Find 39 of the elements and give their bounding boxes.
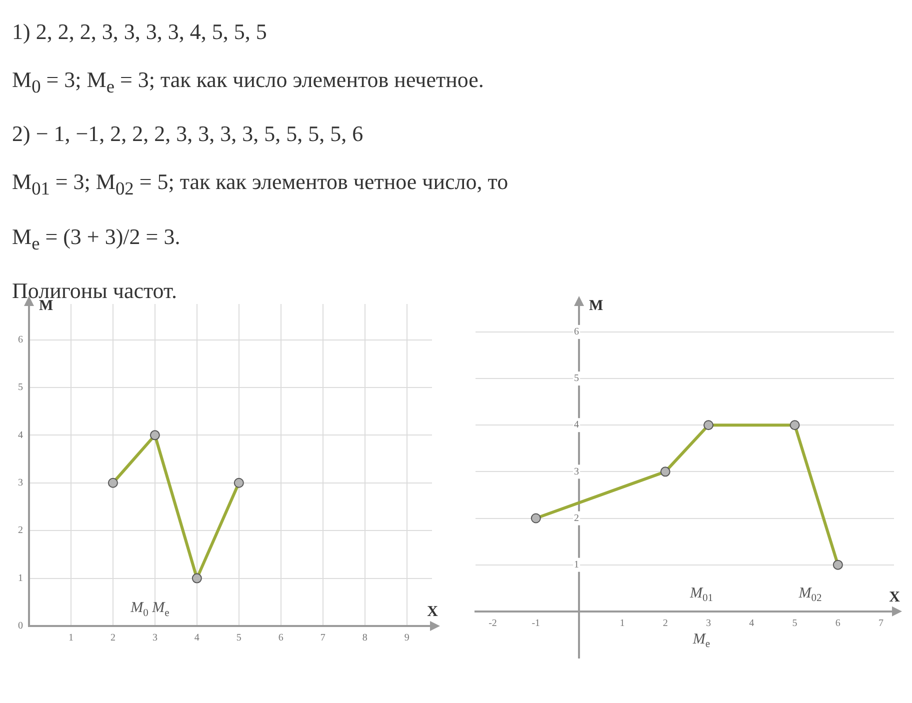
- x-tick-label: 7: [320, 632, 326, 644]
- y-tick-label: 1: [574, 559, 580, 570]
- x-tick-label: -2: [488, 618, 497, 630]
- y-tick-label: 6: [18, 334, 23, 346]
- x-tick-label: 4: [749, 618, 754, 630]
- y-tick-label: 6: [574, 326, 580, 338]
- x-tick-label: 5: [792, 618, 798, 630]
- x-tick-label: 6: [835, 618, 840, 630]
- x-axis-title: X: [889, 589, 900, 606]
- text: 2) − 1, −1, 2, 2, 2, 3, 3, 3, 3, 5, 5, 5, 5, 6: [12, 120, 364, 148]
- x-tick-label: 5: [236, 632, 242, 644]
- x-tick-label: 3: [706, 618, 711, 630]
- y-tick-label: 3: [18, 478, 23, 489]
- y-tick-label: 2: [574, 512, 580, 524]
- x-tick-label: 4: [194, 632, 200, 644]
- x-axis-title: X: [427, 604, 438, 620]
- text: 1) 2, 2, 2, 3, 3, 3, 3, 4, 5, 5, 5: [12, 18, 268, 46]
- x-tick-label: 7: [878, 618, 884, 630]
- x-tick-label: 1: [68, 632, 74, 644]
- x-tick-label: 6: [278, 632, 284, 644]
- x-tick-label: 1: [620, 618, 625, 630]
- y-axis-title: M: [589, 298, 604, 314]
- y-tick-label: 3: [574, 466, 580, 478]
- x-tick-label: 2: [110, 632, 116, 644]
- x-tick-label: -1: [532, 618, 540, 630]
- y-tick-label: 1: [18, 572, 23, 584]
- y-tick-label: 2: [18, 525, 23, 536]
- y-tick-label: 0: [18, 620, 23, 632]
- x-tick-label: 9: [404, 632, 410, 644]
- y-tick-label: 4: [18, 430, 23, 441]
- text: M$_{0}$ = 3; M$_{e}$ = 3; так как число элементов нечетное.: [12, 66, 485, 98]
- y-tick-label: 5: [18, 382, 23, 394]
- x-tick-label: 2: [662, 618, 668, 630]
- x-tick-label: 3: [152, 632, 158, 644]
- y-tick-label: 4: [574, 420, 580, 431]
- x-tick-label: 8: [362, 632, 368, 644]
- text: M$_{e}$ = (3 + 3)/2 = 3.: [12, 222, 182, 256]
- y-tick-label: 5: [574, 373, 580, 384]
- text: M$_{01}$ = 3; M$_{02}$ = 5; так как элементов четное число, то: [12, 168, 510, 201]
